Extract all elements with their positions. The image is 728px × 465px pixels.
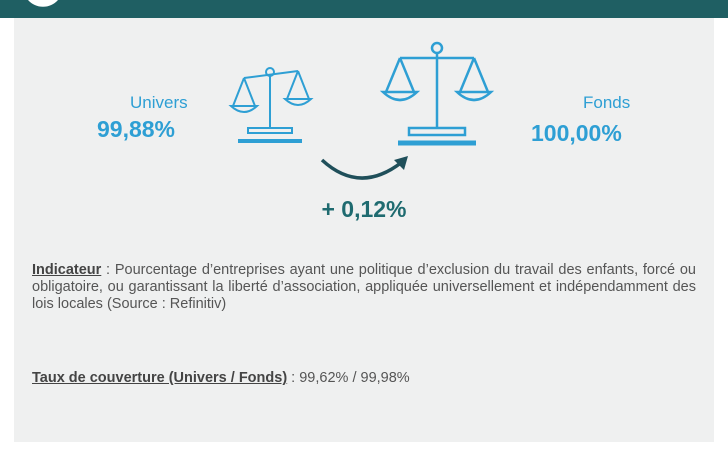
arrow: [320, 158, 404, 180]
indicator: Indicateur : Pourcentage d’entreprises a…: [32, 262, 696, 313]
indicator-label: Indicateur: [32, 262, 102, 278]
difference: + 0,12%: [321, 196, 407, 222]
large-scale: [379, 41, 495, 146]
header-band: [0, 0, 728, 18]
coverage-label: Taux de couverture (Univers / Fonds): [32, 370, 288, 386]
fund-label: Fonds: [583, 93, 631, 112]
fund-value: 100,00%: [531, 120, 622, 146]
illustration: [228, 41, 495, 180]
universe-label: Univers: [130, 93, 188, 112]
header-icon: [28, 0, 58, 7]
arrow-head: [394, 156, 408, 170]
universe-value: 99,88%: [97, 116, 176, 142]
small-scale: [228, 67, 314, 143]
panel: [14, 18, 714, 442]
icon-circle: [28, 0, 58, 7]
coverage: Taux de couverture (Univers / Fonds) : 9…: [32, 370, 696, 387]
coverage-text: : 99,62% / 99,98%: [287, 370, 410, 386]
indicator-text: : Pourcentage d’entreprises ayant une po…: [32, 262, 696, 312]
